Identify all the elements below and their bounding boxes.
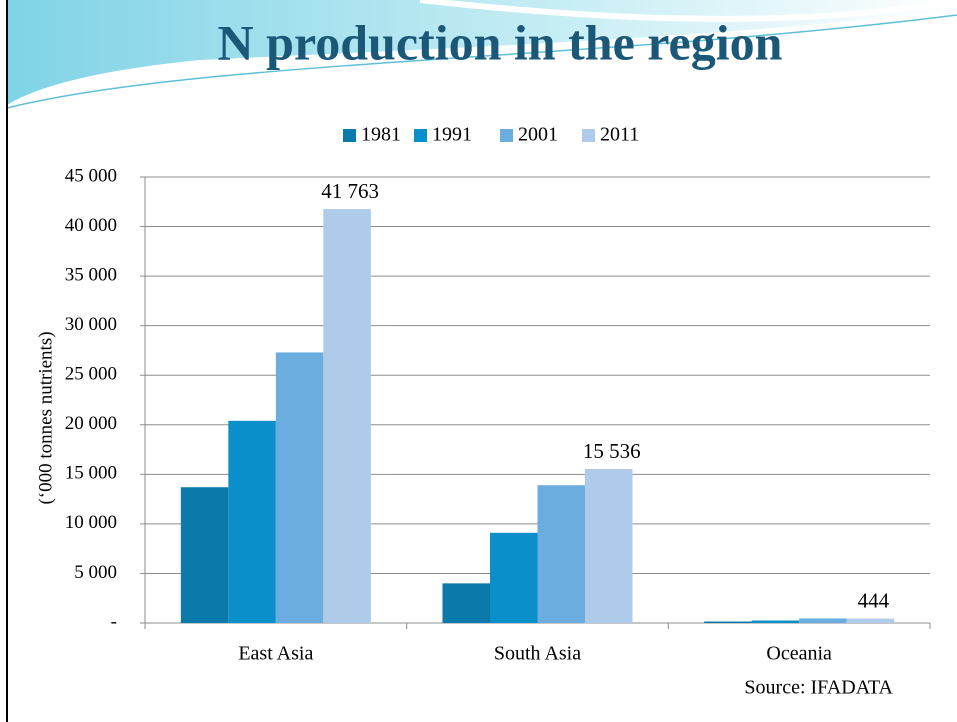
bar bbox=[442, 583, 490, 623]
bar bbox=[585, 469, 633, 623]
y-tick-label: 35 000 bbox=[65, 264, 117, 285]
y-tick-label: 30 000 bbox=[65, 314, 117, 335]
bar bbox=[180, 487, 229, 623]
y-tick-label: 10 000 bbox=[65, 512, 117, 533]
y-tick-label: - bbox=[111, 611, 117, 632]
slide-title: N production in the region bbox=[218, 14, 783, 70]
legend-swatch bbox=[582, 129, 595, 142]
data-label: 15 536 bbox=[583, 439, 641, 463]
bar bbox=[228, 420, 276, 623]
x-tick-label: East Asia bbox=[238, 643, 313, 665]
legend-swatch bbox=[500, 129, 513, 142]
x-tick-label: Oceania bbox=[766, 643, 832, 665]
data-label: 444 bbox=[858, 588, 890, 612]
bar bbox=[751, 620, 800, 623]
legend-label: 2001 bbox=[518, 124, 558, 146]
y-tick-label: 20 000 bbox=[65, 413, 117, 434]
bar bbox=[490, 532, 538, 623]
y-tick-label: 15 000 bbox=[65, 463, 117, 484]
header-curve bbox=[6, 14, 957, 109]
legend-label: 2011 bbox=[600, 124, 639, 146]
legend-label: 1991 bbox=[432, 124, 472, 146]
y-axis-label: (‘000 tonnes nutrients) bbox=[35, 331, 56, 504]
legend-swatch bbox=[414, 129, 427, 142]
header-highlight bbox=[419, 0, 957, 22]
legend-label: 1981 bbox=[361, 124, 401, 146]
bar bbox=[537, 485, 585, 623]
legend-swatch bbox=[343, 129, 356, 142]
bar bbox=[704, 621, 752, 623]
data-label: 41 763 bbox=[321, 179, 379, 203]
x-tick-label: South Asia bbox=[494, 643, 581, 665]
y-tick-label: 5 000 bbox=[74, 562, 117, 583]
y-tick-label: 25 000 bbox=[65, 364, 117, 385]
bar bbox=[275, 352, 324, 623]
bar bbox=[323, 209, 371, 623]
bar bbox=[799, 618, 847, 623]
source-note: Source: IFADATA bbox=[744, 677, 893, 699]
bar bbox=[846, 618, 895, 623]
header-swoosh bbox=[7, 0, 957, 105]
y-tick-label: 40 000 bbox=[65, 215, 117, 236]
y-tick-label: 45 000 bbox=[65, 165, 117, 186]
